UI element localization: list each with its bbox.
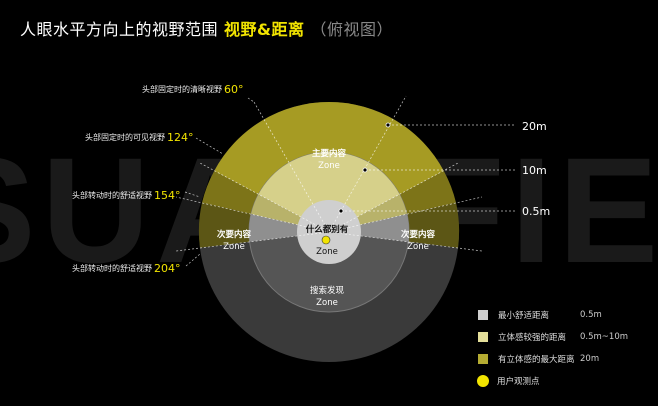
legend-label: 有立体感的最大距离 [498,355,575,365]
angle-degree-124: 124° [167,131,194,144]
mid-lower-right [329,214,410,242]
legend-label: 立体感较强的距离 [498,333,567,343]
marker-05m [338,208,344,214]
legend-swatch [478,354,488,364]
legend-label: 用户观测点 [497,377,540,387]
angle-degree-60: 60° [224,83,244,96]
guide-204-left [175,231,330,252]
marker-10m [362,167,368,173]
leader-label-154 [184,191,201,198]
angle-label-60: 头部固定时的清晰视野 [142,84,222,94]
page-title: 人眼水平方向上的视野范围 视野&距离 （俯视图） [20,16,393,40]
legend-label: 最小舒适距离 [498,311,550,321]
legend-item: 用户观测点 [477,370,628,392]
legend-swatch [478,332,488,342]
marker-20m [385,122,391,128]
angle-label-154: 头部转动时的舒适视野 [72,190,152,200]
title-sub: （俯视图） [310,20,393,39]
mid-lower-left [248,214,329,242]
guide-204-right [328,231,483,252]
distance-label-20m: 20m [522,120,547,133]
legend-item: 立体感较强的距离 0.5m~10m [478,326,628,348]
leader-label-204 [185,253,201,267]
angle-label-204: 头部转动时的舒适视野 [72,263,152,273]
legend-item: 最小舒适距离 0.5m [478,304,628,326]
legend: 最小舒适距离 0.5m 立体感较强的距离 0.5m~10m 有立体感的最大距离 … [477,304,628,392]
legend-item: 有立体感的最大距离 20m [478,348,628,370]
zone-secondary-left-title: 次要内容 [217,229,252,240]
angle-label-124: 头部固定时的可见视野 [85,132,165,142]
title-highlight: 视野&距离 [224,20,305,39]
distance-label-10m: 10m [522,164,547,177]
observer-dot-icon [477,375,489,387]
title-main: 人眼水平方向上的视野范围 [20,20,219,39]
zone-secondary-right-title: 次要内容 [401,229,436,240]
angle-degree-204: 204° [154,262,181,275]
observer-point [321,235,331,245]
legend-value: 0.5m~10m [580,332,629,342]
leader-label-124 [195,137,224,155]
zone-main-sub: Zone [318,161,340,171]
zone-secondary-right-sub: Zone [407,242,429,252]
angle-degree-154: 154° [154,189,181,202]
legend-swatch [478,310,488,320]
zone-search-title: 搜索发现 [310,285,345,296]
zone-center-sub: Zone [316,247,338,257]
zone-main-title: 主要内容 [312,148,347,159]
zone-secondary-left-sub: Zone [223,242,245,252]
zone-center-title: 什么都别有 [306,224,349,235]
guide-124-right [328,162,459,233]
distance-label-05m: 0.5m [522,205,550,218]
legend-value: 0.5m [580,310,602,320]
leader-label-60 [247,97,255,103]
legend-value: 20m [580,354,600,364]
zone-search-sub: Zone [316,298,338,308]
guide-124-left [199,162,330,233]
guide-60-left [253,101,330,233]
